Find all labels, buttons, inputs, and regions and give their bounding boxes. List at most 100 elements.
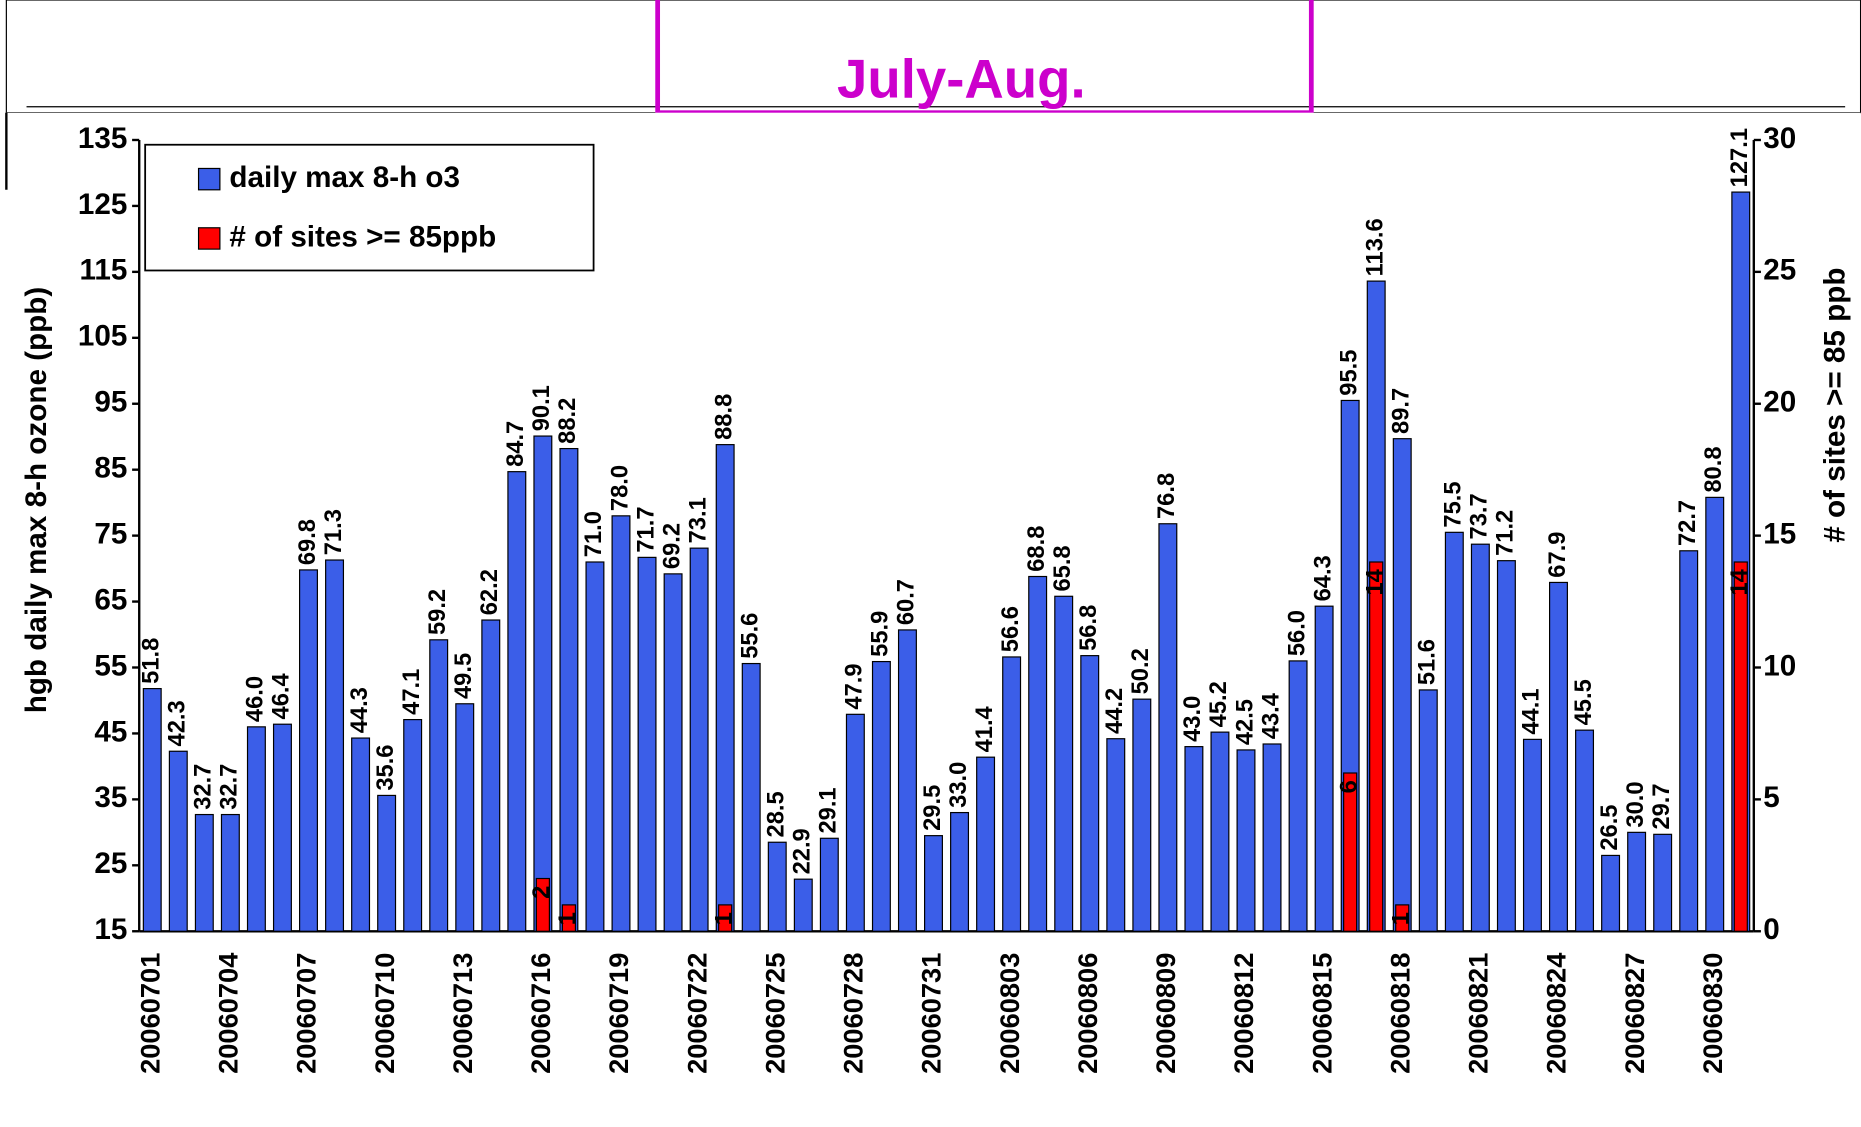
y-tick-label: 125 — [78, 188, 127, 221]
value-label: 47.1 — [399, 669, 425, 715]
x-tick-label: 20060701 — [134, 953, 165, 1074]
bar — [585, 561, 605, 932]
plot: 1525354555657585951051151251350510152025… — [20, 122, 1851, 1074]
bar — [715, 444, 735, 932]
bar — [1444, 531, 1464, 932]
bar — [559, 447, 579, 932]
value-label: 26.5 — [1597, 805, 1623, 851]
value-label: 46.4 — [269, 672, 295, 719]
bar — [194, 813, 214, 932]
y-tick-label: 105 — [78, 320, 127, 353]
bar — [299, 569, 318, 932]
bar — [845, 713, 865, 932]
legend-label: # of sites >= 85ppb — [229, 220, 496, 253]
value-label: 45.2 — [1206, 681, 1232, 727]
x-tick-label: 20060713 — [447, 953, 478, 1074]
bar — [220, 813, 240, 932]
bar — [1575, 729, 1595, 932]
bar — [1343, 772, 1358, 932]
x-tick-label: 20060710 — [369, 953, 400, 1074]
x-tick-label: 20060815 — [1306, 953, 1337, 1074]
bar — [168, 750, 188, 932]
x-tick-label: 20060803 — [994, 953, 1025, 1074]
value-label: 32.7 — [217, 764, 243, 810]
value-label: 69.2 — [659, 523, 685, 569]
y2-tick-label: 5 — [1763, 781, 1779, 814]
value-label: 71.2 — [1493, 510, 1519, 556]
value-label: 113.6 — [1362, 218, 1388, 276]
value-label: 78.0 — [607, 465, 633, 511]
bar — [1395, 904, 1410, 932]
value-label: 49.5 — [451, 653, 477, 699]
bar — [1054, 595, 1074, 932]
value-label: 44.2 — [1102, 688, 1128, 734]
value-label: 84.7 — [503, 421, 529, 467]
bar — [767, 841, 787, 932]
bar — [1132, 698, 1152, 932]
bar — [1522, 738, 1542, 932]
y-tick-label: 35 — [94, 781, 127, 814]
y-tick-label: 85 — [94, 452, 127, 485]
bar — [637, 556, 657, 932]
value-label: 75.5 — [1441, 481, 1467, 527]
bar — [611, 515, 631, 932]
value-label: 33.0 — [946, 762, 972, 808]
value-label: 89.7 — [1389, 388, 1415, 434]
bar — [246, 726, 266, 932]
x-tick-label: 20060812 — [1228, 953, 1259, 1074]
value-label: 6 — [1336, 780, 1362, 793]
bar — [1236, 749, 1256, 932]
y2-tick-label: 25 — [1763, 254, 1796, 287]
bar — [535, 877, 550, 932]
bar — [1210, 731, 1230, 932]
x-tick-label: 20060821 — [1463, 953, 1494, 1074]
value-label: 73.1 — [685, 497, 711, 543]
bar — [924, 835, 943, 932]
value-label: 62.2 — [477, 569, 503, 615]
bar — [142, 688, 162, 932]
bar — [1288, 660, 1308, 932]
x-tick-label: 20060830 — [1697, 953, 1728, 1074]
bar — [1369, 561, 1384, 932]
x-tick-label: 20060722 — [681, 953, 712, 1074]
y-tick-label: 135 — [78, 122, 127, 155]
value-label: 22.9 — [790, 828, 816, 874]
y-tick-label: 55 — [94, 649, 127, 682]
bar — [507, 471, 527, 932]
bar — [1679, 550, 1699, 932]
y-tick-label: 95 — [94, 386, 127, 419]
value-label: 64.3 — [1310, 555, 1336, 601]
legend-swatch — [197, 227, 221, 250]
bar — [1106, 738, 1126, 932]
bar — [1733, 561, 1748, 932]
value-label: 55.9 — [868, 611, 894, 657]
value-label: 14 — [1727, 568, 1753, 595]
bar — [663, 573, 683, 932]
bar — [533, 435, 553, 932]
value-label: 72.7 — [1675, 500, 1701, 546]
value-label: 1 — [711, 912, 737, 925]
value-label: 71.0 — [581, 511, 607, 557]
x-tick-label: 20060809 — [1150, 953, 1181, 1074]
bar — [793, 878, 813, 932]
bar — [1627, 831, 1647, 932]
value-label: 29.5 — [920, 785, 946, 831]
legend-swatch — [197, 167, 221, 191]
bar — [1262, 743, 1282, 932]
x-tick-label: 20060704 — [213, 952, 244, 1074]
value-label: 1 — [1389, 912, 1415, 925]
value-label: 46.0 — [243, 676, 269, 722]
value-label: 73.7 — [1467, 493, 1493, 539]
bar — [1705, 496, 1725, 932]
value-label: 65.8 — [1050, 545, 1076, 591]
value-label: 95.5 — [1336, 350, 1362, 396]
bar — [377, 794, 397, 932]
bar — [1002, 656, 1022, 932]
y-tick-label: 25 — [94, 847, 127, 880]
bar — [897, 629, 917, 932]
x-tick-label: 20060728 — [838, 953, 869, 1074]
x-tick-label: 20060824 — [1541, 952, 1572, 1074]
bar — [1028, 575, 1048, 932]
